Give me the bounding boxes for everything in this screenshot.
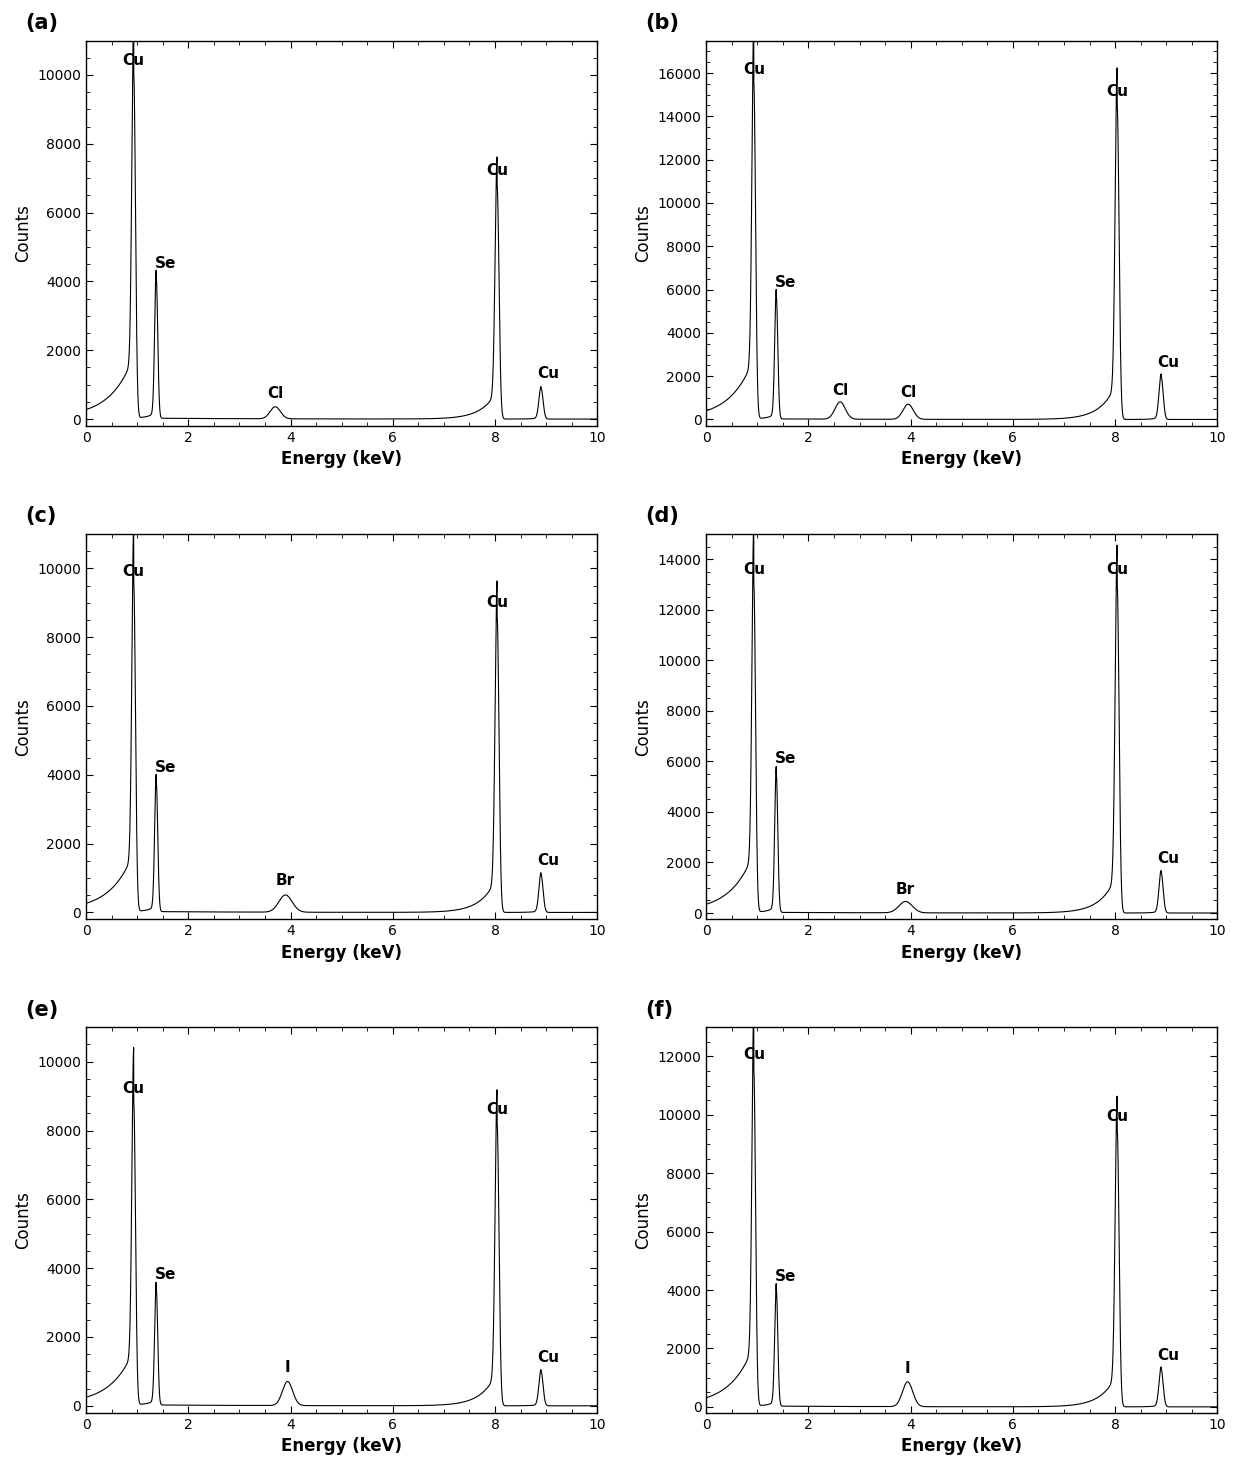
Text: Cu: Cu xyxy=(743,1047,765,1062)
Text: Se: Se xyxy=(775,275,796,289)
Y-axis label: Counts: Counts xyxy=(14,204,32,261)
Text: Cu: Cu xyxy=(123,53,145,68)
Text: Cu: Cu xyxy=(538,1350,559,1365)
Text: Cu: Cu xyxy=(1158,1349,1179,1363)
Text: Cu: Cu xyxy=(1158,851,1179,867)
Y-axis label: Counts: Counts xyxy=(634,698,652,755)
Text: Cu: Cu xyxy=(123,564,145,579)
Text: Cu: Cu xyxy=(1158,354,1179,370)
X-axis label: Energy (keV): Energy (keV) xyxy=(901,1437,1022,1456)
Text: Cu: Cu xyxy=(1106,561,1128,577)
Text: Cu: Cu xyxy=(486,1102,508,1116)
Text: Cu: Cu xyxy=(538,852,559,868)
Y-axis label: Counts: Counts xyxy=(14,1191,32,1249)
Text: I: I xyxy=(905,1362,910,1376)
Text: Se: Se xyxy=(155,256,176,272)
Text: (d): (d) xyxy=(645,507,678,526)
Text: Se: Se xyxy=(155,759,176,774)
Text: Br: Br xyxy=(277,874,295,889)
X-axis label: Energy (keV): Energy (keV) xyxy=(901,451,1022,469)
Text: Se: Se xyxy=(155,1266,176,1282)
Text: Cu: Cu xyxy=(538,366,559,382)
Text: Se: Se xyxy=(775,1269,796,1284)
Text: Se: Se xyxy=(775,752,796,767)
Text: Cu: Cu xyxy=(486,163,508,178)
X-axis label: Energy (keV): Energy (keV) xyxy=(281,1437,402,1456)
Text: Cu: Cu xyxy=(123,1081,145,1096)
Y-axis label: Counts: Counts xyxy=(634,1191,652,1249)
Text: Cu: Cu xyxy=(743,561,765,577)
Text: Cu: Cu xyxy=(743,62,765,78)
Text: (a): (a) xyxy=(25,13,58,32)
Text: (e): (e) xyxy=(25,999,58,1019)
Text: (f): (f) xyxy=(645,999,673,1019)
X-axis label: Energy (keV): Energy (keV) xyxy=(281,943,402,962)
Text: (c): (c) xyxy=(25,507,56,526)
Text: Cl: Cl xyxy=(267,386,284,401)
Y-axis label: Counts: Counts xyxy=(634,204,652,261)
Text: (b): (b) xyxy=(645,13,680,32)
Y-axis label: Counts: Counts xyxy=(14,698,32,755)
Text: Br: Br xyxy=(897,881,915,896)
X-axis label: Energy (keV): Energy (keV) xyxy=(901,943,1022,962)
Text: Cu: Cu xyxy=(1106,84,1128,98)
Text: Cl: Cl xyxy=(900,385,916,400)
Text: Cu: Cu xyxy=(486,595,508,610)
X-axis label: Energy (keV): Energy (keV) xyxy=(281,451,402,469)
Text: Cu: Cu xyxy=(1106,1109,1128,1124)
Text: I: I xyxy=(285,1360,290,1375)
Text: Cl: Cl xyxy=(832,383,848,398)
